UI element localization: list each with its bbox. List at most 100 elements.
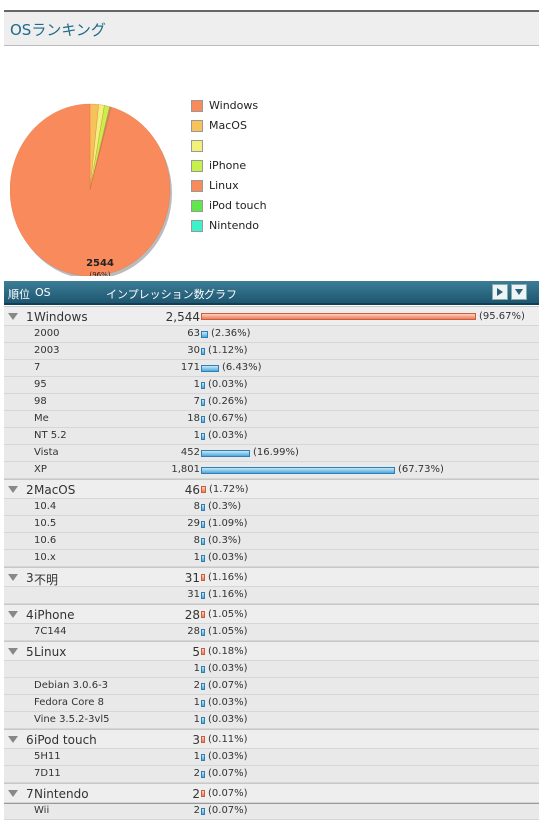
collapse-triangle-icon[interactable] (8, 736, 18, 743)
pie-data-label-percent: (96%) (89, 271, 110, 276)
collapse-triangle-icon[interactable] (8, 611, 18, 618)
os-name: iPod touch (34, 733, 97, 747)
impression-count: 28 (184, 608, 200, 622)
impression-count: 171 (180, 362, 200, 373)
os-version-row: Fedora Core 8 1 (0.03%) (4, 695, 539, 712)
percent-label: (0.03%) (208, 697, 248, 708)
os-version-name: Vine 3.5.2-3vl5 (34, 714, 110, 725)
impression-count: 2 (193, 768, 200, 779)
collapse-triangle-icon[interactable] (8, 486, 18, 493)
graph-bar (201, 754, 205, 761)
graph-bar (201, 467, 395, 474)
graph-bar (201, 555, 205, 562)
percent-label: (0.07%) (208, 805, 248, 816)
graph-bar (201, 538, 205, 545)
os-version-row: 31 (1.16%) (4, 587, 539, 604)
os-version-row: 2003 30 (1.12%) (4, 343, 539, 360)
graph-bar (201, 717, 205, 724)
header-graph: グラフ (204, 288, 237, 301)
impression-count: 18 (187, 413, 200, 424)
impression-count: 1 (193, 552, 200, 563)
os-version-row: Me 18 (0.67%) (4, 411, 539, 428)
pie-data-label-value: 2544 (86, 258, 114, 269)
percent-label: (16.99%) (253, 447, 299, 458)
os-group-row[interactable]: 1 Windows 2,544 (95.67%) (4, 306, 539, 326)
impression-count: 31 (184, 571, 200, 585)
header-rank: 順位 (8, 288, 30, 301)
impression-count: 2 (193, 680, 200, 691)
os-version-row: 95 1 (0.03%) (4, 377, 539, 394)
os-version-row: XP 1,801 (67.73%) (4, 462, 539, 479)
impression-count: 29 (187, 518, 200, 529)
percent-label: (0.03%) (208, 430, 248, 441)
percent-label: (0.26%) (208, 396, 248, 407)
collapse-triangle-icon[interactable] (8, 313, 18, 320)
percent-label: (1.12%) (208, 345, 248, 356)
os-version-row: 1 (0.03%) (4, 661, 539, 678)
impression-count: 28 (187, 626, 200, 637)
os-name: Linux (34, 645, 67, 659)
os-version-row: 7C144 28 (1.05%) (4, 624, 539, 641)
os-group-row[interactable]: 6 iPod touch 3 (0.11%) (4, 729, 539, 749)
os-version-row: 7 171 (6.43%) (4, 360, 539, 377)
rank-number: 6 (26, 733, 34, 747)
graph-bar (201, 382, 205, 389)
os-name: 不明 (34, 573, 59, 587)
collapse-triangle-icon[interactable] (8, 574, 18, 581)
rank-number: 5 (26, 645, 34, 659)
percent-label: (0.07%) (208, 768, 248, 779)
page-title: OSランキング (10, 21, 106, 39)
os-group-row[interactable]: 7 Nintendo 2 (0.07%) (4, 783, 539, 803)
percent-label: (67.73%) (398, 464, 444, 475)
graph-bar (201, 348, 205, 355)
rank-number: 1 (26, 310, 34, 324)
graph-bar (201, 648, 205, 655)
percent-label: (0.3%) (208, 535, 242, 546)
graph-bar (201, 521, 205, 528)
graph-bar (201, 771, 205, 778)
os-version-row: 98 7 (0.26%) (4, 394, 539, 411)
graph-bar (201, 486, 206, 493)
os-version-row: 10.4 8 (0.3%) (4, 499, 539, 516)
percent-label: (1.72%) (209, 484, 249, 495)
os-version-name: Debian 3.0.6-3 (34, 680, 109, 691)
os-version-row: Vine 3.5.2-3vl5 1 (0.03%) (4, 712, 539, 729)
graph-bar (201, 666, 205, 673)
os-group-row[interactable]: 5 Linux 5 (0.18%) (4, 641, 539, 661)
percent-label: (0.18%) (208, 646, 248, 657)
collapse-triangle-icon[interactable] (8, 790, 18, 797)
percent-label: (0.03%) (208, 751, 248, 762)
percent-label: (1.16%) (208, 589, 248, 600)
pie-chart: 2544 (96%) (10, 103, 172, 276)
impression-count: 3 (192, 733, 200, 747)
graph-bar (201, 611, 205, 618)
impression-count: 1 (193, 663, 200, 674)
os-group-row[interactable]: 3 不明 31 (1.16%) (4, 567, 539, 587)
expand-all-button[interactable] (511, 284, 527, 300)
percent-label: (0.11%) (208, 734, 248, 745)
os-version-name: Fedora Core 8 (34, 697, 104, 708)
os-group-row[interactable]: 4 iPhone 28 (1.05%) (4, 604, 539, 624)
expand-right-button[interactable] (492, 284, 508, 300)
collapse-triangle-icon[interactable] (8, 648, 18, 655)
graph-bar (201, 504, 205, 511)
impression-count: 46 (184, 483, 200, 497)
percent-label: (1.09%) (208, 518, 248, 529)
os-version-name: 10.5 (34, 518, 57, 529)
graph-bar (201, 365, 219, 372)
os-version-row: 5H11 1 (0.03%) (4, 749, 539, 766)
impression-count: 2,544 (165, 310, 200, 324)
impression-count: 8 (193, 535, 200, 546)
os-name: Nintendo (34, 787, 89, 801)
legend-swatch (191, 100, 203, 112)
percent-label: (1.05%) (208, 609, 248, 620)
impression-count: 5 (192, 645, 200, 659)
table-header: 順位 OS インプレッション数 グラフ (4, 281, 539, 305)
percent-label: (0.07%) (208, 680, 248, 691)
percent-label: (6.43%) (222, 362, 262, 373)
rank-number: 7 (26, 787, 34, 801)
header-os: OS (35, 286, 51, 299)
percent-label: (1.05%) (208, 626, 248, 637)
legend-label: iPhone (209, 159, 247, 172)
os-group-row[interactable]: 2 MacOS 46 (1.72%) (4, 479, 539, 499)
